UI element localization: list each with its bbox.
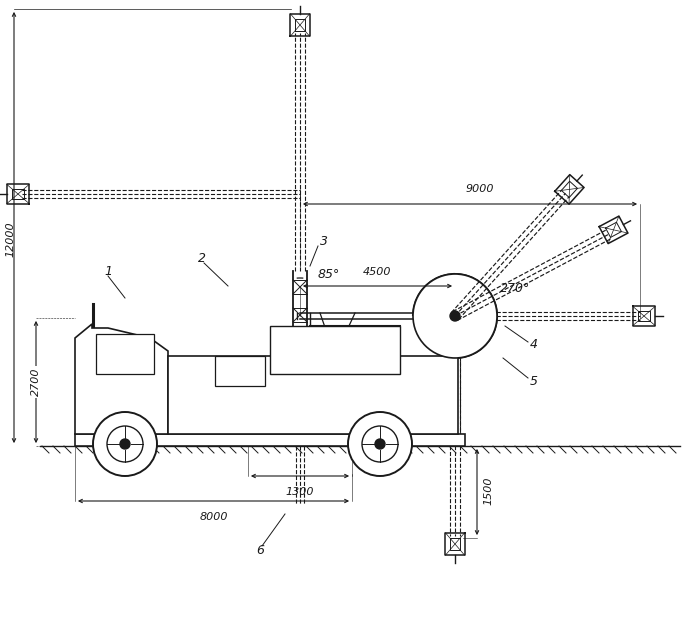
Text: 1500: 1500 xyxy=(483,477,493,505)
Text: 4500: 4500 xyxy=(363,267,392,277)
Circle shape xyxy=(348,412,412,476)
Text: 9000: 9000 xyxy=(466,184,494,194)
Text: 4: 4 xyxy=(530,338,538,351)
Bar xyxy=(96,334,154,374)
Bar xyxy=(270,326,400,374)
Bar xyxy=(75,434,465,446)
Text: 12000: 12000 xyxy=(5,222,15,257)
Text: 8000: 8000 xyxy=(199,512,228,522)
Circle shape xyxy=(120,439,130,449)
Text: 2: 2 xyxy=(198,251,206,265)
Text: 5: 5 xyxy=(530,374,538,388)
Circle shape xyxy=(107,426,143,462)
Circle shape xyxy=(450,311,460,321)
Circle shape xyxy=(362,426,398,462)
Text: 6: 6 xyxy=(256,544,264,558)
Text: 1300: 1300 xyxy=(286,487,314,497)
Circle shape xyxy=(375,439,385,449)
Text: 1: 1 xyxy=(104,265,112,278)
Circle shape xyxy=(93,412,157,476)
Polygon shape xyxy=(75,324,168,434)
Bar xyxy=(168,356,458,434)
Text: 270°: 270° xyxy=(500,281,531,294)
Text: 3: 3 xyxy=(320,235,328,247)
Circle shape xyxy=(413,274,497,358)
Text: 2700: 2700 xyxy=(31,368,41,396)
Bar xyxy=(215,356,265,386)
Text: 85°: 85° xyxy=(318,267,340,281)
